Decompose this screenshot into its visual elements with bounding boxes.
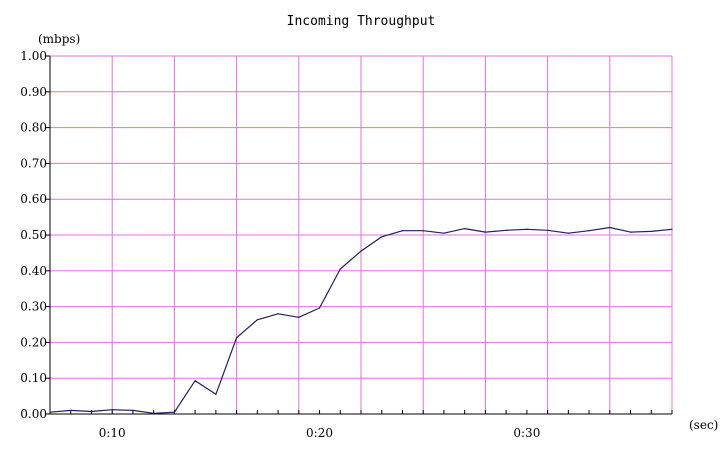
y-tick-label-0: 0.00 [20,407,47,421]
data-point [132,409,134,412]
y-tick-label-1: 0.10 [20,371,47,385]
data-point [484,231,486,233]
x-tick-label-1: 0:20 [306,426,333,440]
x-axis-unit: (sec) [689,418,718,432]
data-point [215,393,217,395]
y-tick-label-9: 0.90 [20,85,47,99]
y-tick-label-10: 1.00 [20,49,47,63]
x-tick-label-2: 0:30 [513,426,540,440]
y-tick-label-4: 0.40 [20,264,47,278]
data-point [381,236,383,238]
data-point [629,231,632,233]
y-tick-label-5: 0.50 [20,228,47,242]
x-tick-label-0: 0:10 [99,426,126,440]
data-point [547,229,549,231]
data-point [526,228,528,230]
data-point [70,409,72,412]
data-point [318,307,321,309]
chart-title: Incoming Throughput [287,14,436,29]
data-point [422,230,424,232]
data-point [49,411,51,413]
grid [50,55,673,414]
data-point [298,316,300,318]
y-tick-label-3: 0.30 [20,300,47,314]
data-point [401,230,404,232]
data-point [173,411,175,413]
data-point [650,230,652,233]
y-tick-label-6: 0.60 [20,192,47,206]
data-point [464,227,466,230]
data-point [360,250,362,252]
data-point [194,380,196,382]
data-point [567,232,569,234]
data-point [236,337,238,339]
y-tick-label-2: 0.20 [20,335,47,349]
data-point [277,313,279,315]
ticks: 0.00 0.10 0.20 0.30 0.40 0.50 0.60 0.70 0.80 0.90… [20,49,673,440]
data-point [153,412,155,414]
data-point [256,319,258,321]
data-point [609,226,611,229]
y-tick-label-8: 0.80 [20,121,47,135]
data-point [443,232,445,234]
data-point [588,230,590,232]
data-point [505,229,507,231]
data-point [111,409,113,411]
data-point [339,268,341,270]
y-tick-label-7: 0.70 [20,156,47,170]
y-axis-unit: (mbps) [38,32,80,46]
data-point [671,228,673,230]
data-point [90,410,93,413]
series [49,226,673,414]
